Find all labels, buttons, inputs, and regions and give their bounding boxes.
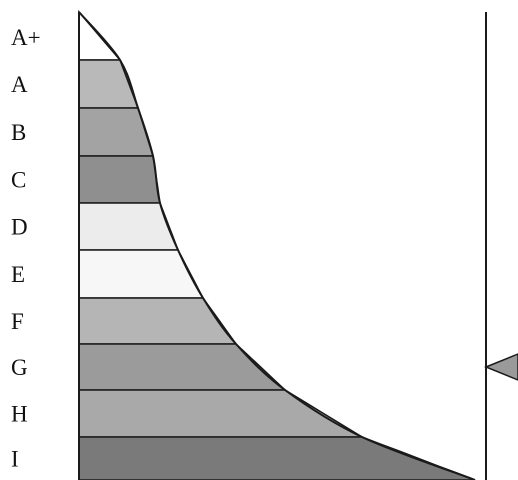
grade-label-e: E [11,262,25,287]
band-b [78,107,155,157]
grade-label-b: B [11,120,26,145]
band-e [78,249,205,299]
band-f [78,297,238,345]
band-a [78,59,140,109]
grade-label-d: D [11,215,28,240]
band-g [78,343,288,391]
band-c [78,155,161,204]
grade-label-a: A [11,72,28,97]
rating-pointer-icon [484,353,518,381]
band-d [78,202,180,251]
grade-label-i: I [11,447,19,472]
grade-bands [78,9,476,480]
grade-label-h: H [11,402,28,427]
distribution-curve [78,11,476,480]
grade-label-a-plus: A+ [11,25,41,50]
grade-label-f: F [11,309,24,334]
grade-label-c: C [11,168,26,193]
grade-label-g: G [11,355,28,380]
